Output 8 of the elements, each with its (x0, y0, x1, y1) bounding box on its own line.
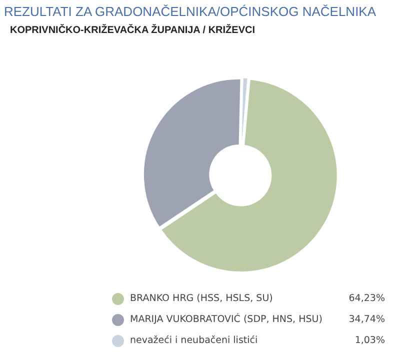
chart-subtitle: KOPRIVNIČKO-KRIŽEVAČKA ŽUPANIJA / KRIŽEVCI (10, 25, 256, 36)
legend-label: BRANKO HRG (HSS, HSLS, SU) (130, 293, 274, 304)
data-label: 64,23% (348, 293, 385, 304)
data-label: 1,03% (354, 335, 385, 346)
legend-label: MARIJA VUKOBRATOVIĆ (SDP, HNS, HSU) (130, 314, 324, 325)
chart-title: REZULTATI ZA GRADONAČELNIKA/OPĆINSKOG NAČELNIKA (4, 4, 376, 19)
data-label: 34,74% (348, 314, 385, 325)
legend-label: nevažeći i neubačeni listići (130, 335, 259, 346)
